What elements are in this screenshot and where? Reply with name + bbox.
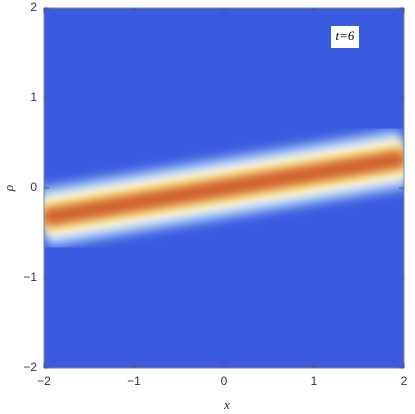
x-tick-label: −2 <box>37 374 51 388</box>
ridge-band <box>44 154 404 222</box>
y-axis-label: ρ <box>1 185 16 192</box>
ridge-group <box>44 127 404 249</box>
annotation: t=6 <box>336 28 355 43</box>
x-tick-label: 1 <box>311 374 318 388</box>
y-tick-label: −2 <box>23 360 37 374</box>
y-tick-label: 1 <box>30 90 37 104</box>
x-axis-label: x <box>223 397 230 412</box>
annotation-box <box>331 26 359 48</box>
x-tick-label: 2 <box>401 374 408 388</box>
y-tick-label: −1 <box>23 270 37 284</box>
x-tick-label: −1 <box>127 374 141 388</box>
y-tick-label: 2 <box>30 0 37 14</box>
x-tick-label: 0 <box>221 374 228 388</box>
y-tick-label: 0 <box>30 180 37 194</box>
